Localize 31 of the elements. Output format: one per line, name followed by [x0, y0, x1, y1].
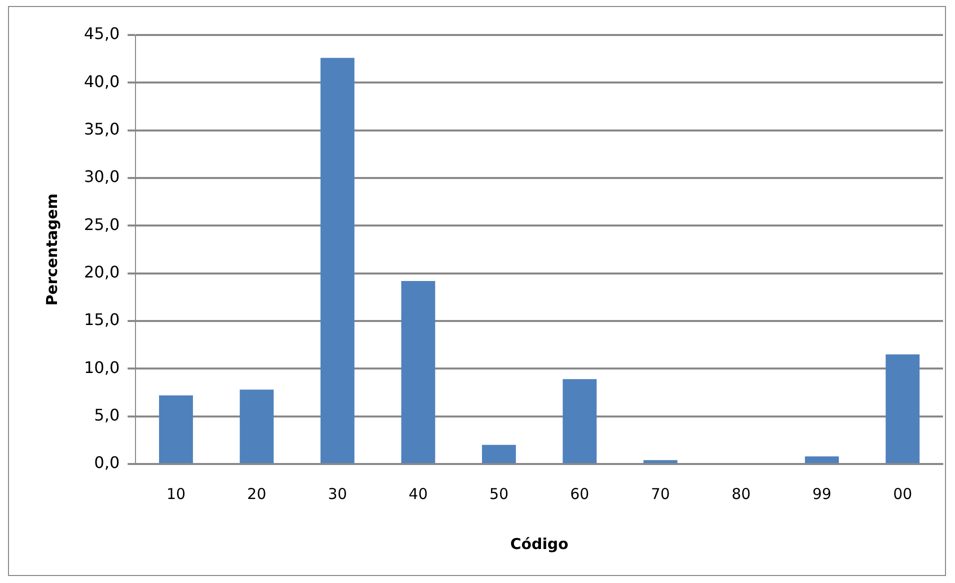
y-tick-label: 40,0 [84, 72, 120, 91]
y-tick-label: 15,0 [84, 310, 120, 330]
x-tick-label: 60 [570, 484, 590, 503]
x-tick-label: 99 [812, 484, 832, 503]
x-tick-label: 20 [247, 484, 266, 503]
bar [643, 460, 678, 463]
bar [320, 58, 354, 463]
bar [886, 354, 920, 463]
x-tick-label: 10 [166, 484, 186, 503]
y-tick-label: 20,0 [84, 262, 120, 282]
y-tick-label: 35,0 [84, 119, 120, 138]
bar [804, 456, 839, 463]
y-tick-label: 5,0 [94, 405, 120, 424]
bar [159, 395, 193, 463]
bar [401, 280, 436, 463]
x-tick-label: 70 [650, 484, 670, 503]
bar [562, 379, 597, 463]
x-tick-label: 40 [408, 484, 428, 503]
x-tick-label: 00 [893, 484, 912, 503]
x-tick-label: 30 [328, 484, 348, 503]
y-tick-label: 25,0 [84, 214, 120, 234]
y-axis-title: Percentagem [42, 193, 61, 306]
bar [482, 444, 516, 463]
bar [240, 390, 274, 463]
y-tick-label: 10,0 [84, 358, 120, 377]
x-tick-label: 80 [732, 484, 751, 503]
x-axis-title: Código [510, 534, 568, 553]
x-tick-label: 50 [489, 484, 508, 503]
y-tick-label: 30,0 [84, 167, 120, 186]
y-tick-label: 0,0 [94, 453, 120, 472]
y-tick-label: 45,0 [84, 24, 120, 44]
